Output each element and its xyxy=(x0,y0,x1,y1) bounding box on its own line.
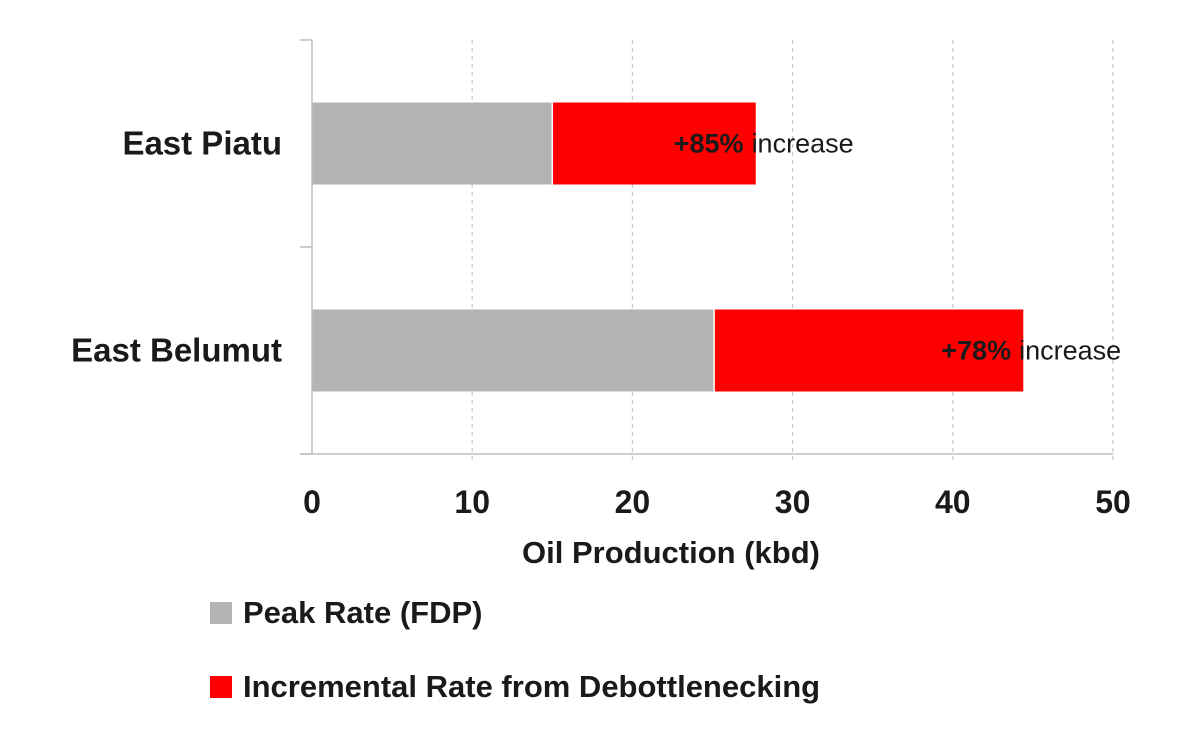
bar-peak-rate xyxy=(312,102,553,185)
annotation-percent: +85% xyxy=(674,129,744,159)
annotation-percent: +78% xyxy=(941,336,1011,366)
x-axis-title: Oil Production (kbd) xyxy=(522,535,820,570)
annotation-word: increase xyxy=(1019,336,1121,366)
legend-item-peak-rate: Peak Rate (FDP) xyxy=(210,593,482,633)
x-tick-label: 0 xyxy=(303,484,321,520)
legend-label-incremental-rate: Incremental Rate from Debottlenecking xyxy=(243,669,821,704)
legend-2: Incremental Rate from Debottlenecking xyxy=(210,667,820,707)
bar-chart: 0 10 20 30 40 50 East Piatu +85% increase East Be… xyxy=(71,39,1131,571)
legend-label-peak-rate: Peak Rate (FDP) xyxy=(243,595,483,630)
x-tick-label: 30 xyxy=(775,484,811,520)
category-label: East Belumut xyxy=(71,332,282,369)
bar-incremental-rate xyxy=(552,102,756,185)
bars xyxy=(312,102,1024,392)
legend-swatch-peak-rate xyxy=(210,602,232,624)
bar-peak-rate xyxy=(312,309,715,392)
x-tick-label: 50 xyxy=(1095,484,1131,520)
axes xyxy=(300,39,1113,455)
bar-annotation: +85% increase xyxy=(674,129,854,159)
bar-incremental-rate xyxy=(714,309,1024,392)
legend-swatch-incremental-rate xyxy=(210,676,232,698)
x-tick-label: 40 xyxy=(935,484,971,520)
gridlines xyxy=(471,40,1114,461)
category-label: East Piatu xyxy=(122,125,282,162)
x-tick-label: 10 xyxy=(454,484,490,520)
bar-annotation: +78% increase xyxy=(941,336,1121,366)
x-tick-label: 20 xyxy=(615,484,651,520)
labels: 0 10 20 30 40 50 East Piatu +85% increase East Be… xyxy=(71,125,1131,571)
annotation-word: increase xyxy=(752,129,854,159)
legend: Peak Rate (FDP) xyxy=(210,593,482,633)
legend-item-incremental-rate: Incremental Rate from Debottlenecking xyxy=(210,667,820,707)
